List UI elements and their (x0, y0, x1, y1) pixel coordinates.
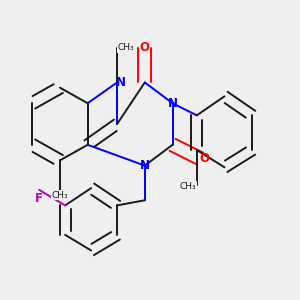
Text: CH₃: CH₃ (180, 182, 196, 191)
Text: O: O (200, 152, 209, 165)
Text: N: N (167, 97, 178, 110)
Text: CH₃: CH₃ (52, 190, 68, 200)
Text: F: F (35, 192, 43, 205)
Text: N: N (140, 159, 150, 172)
Text: O: O (140, 41, 150, 54)
Text: N: N (116, 76, 126, 89)
Text: CH₃: CH₃ (117, 43, 134, 52)
